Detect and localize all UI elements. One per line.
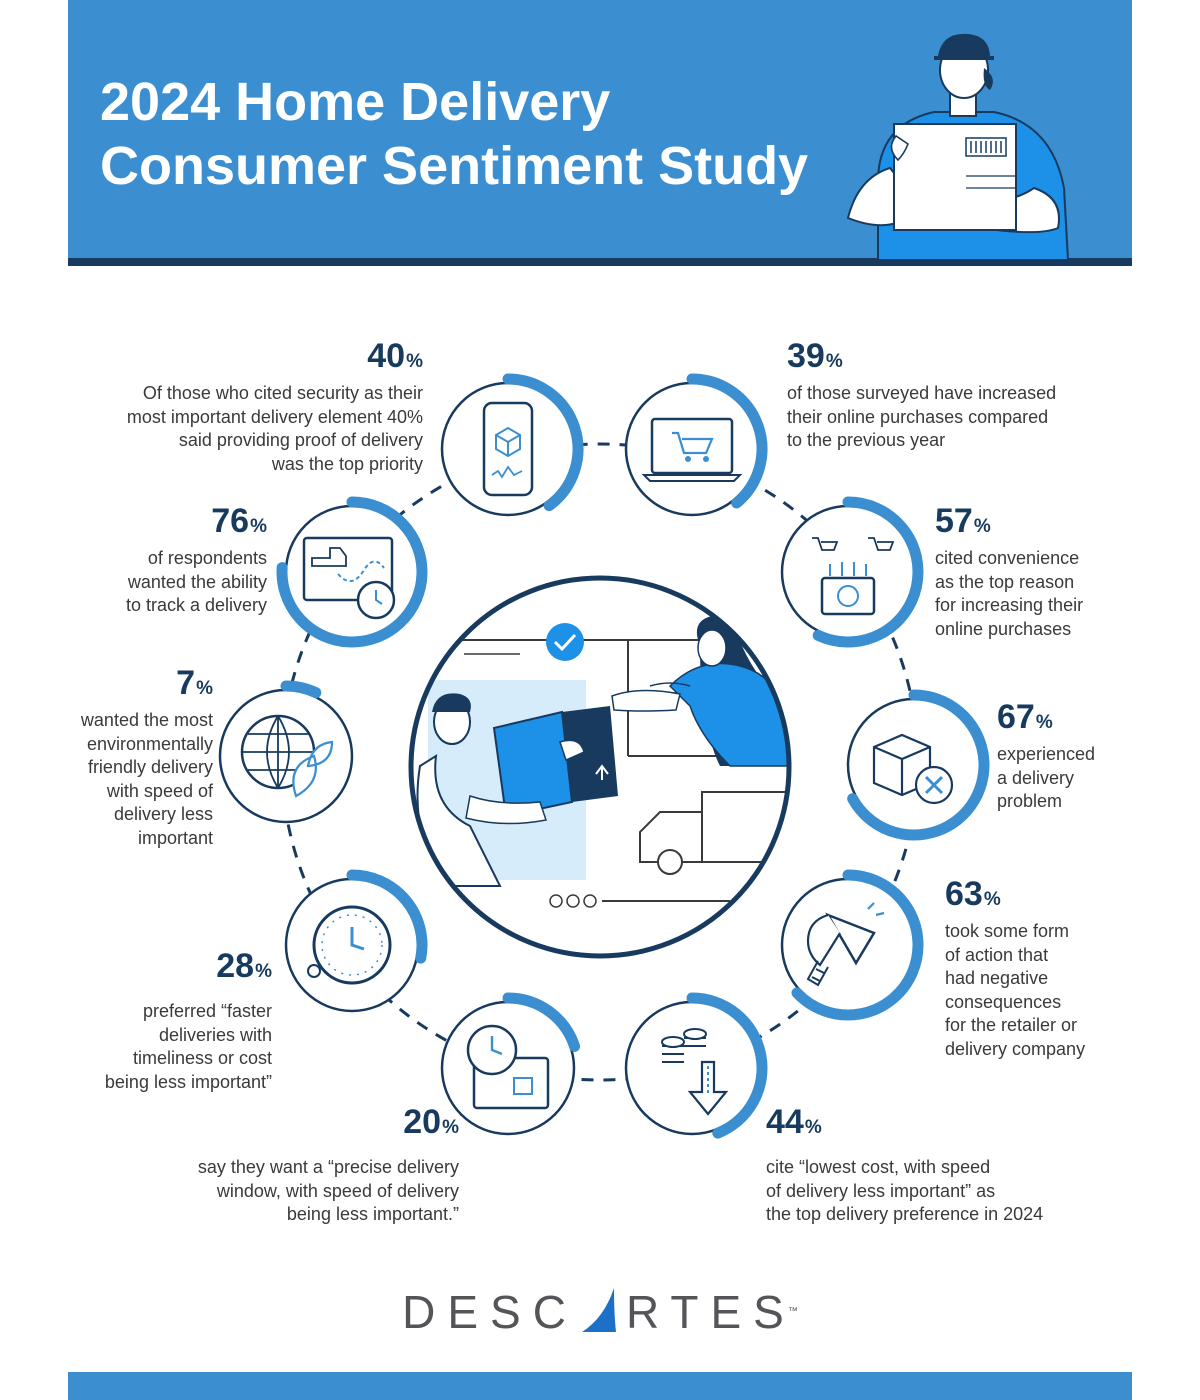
megaphone-icon xyxy=(806,902,885,987)
header-rule xyxy=(68,258,1132,266)
proof-icon-badge xyxy=(440,373,584,517)
carts-laptop-icon xyxy=(812,537,895,616)
stat-value: 63% xyxy=(945,875,1001,913)
logo-sail-icon xyxy=(581,1288,616,1332)
stat-value: 67% xyxy=(997,698,1053,736)
stat-description: cite “lowest cost, with speed of delivery… xyxy=(766,1157,1044,1224)
title-line-2: Consumer Sentiment Study xyxy=(100,136,809,196)
stat-description: say they want a “precise delivery window,… xyxy=(197,1157,459,1224)
footer-bar xyxy=(68,1372,1132,1400)
stat-value: 57% xyxy=(935,502,991,540)
problem-icon-badge xyxy=(846,689,990,841)
convenience-icon-badge xyxy=(780,496,924,648)
box-x-icon xyxy=(872,733,954,805)
stat-window: 20% say they want a “precise delivery win… xyxy=(139,1104,459,1227)
stat-proof: 40% Of those who cited security as their… xyxy=(93,338,423,476)
stat-value: 39% xyxy=(787,337,843,375)
progress-arc xyxy=(502,373,584,512)
progress-arc xyxy=(686,373,768,509)
progress-arc xyxy=(812,496,924,648)
clock-icon xyxy=(307,905,392,985)
cost-icon-badge xyxy=(624,992,768,1139)
stat-description: experienced a delivery problem xyxy=(997,744,1096,811)
page-title: 2024 Home Delivery Consumer Sentiment St… xyxy=(100,70,808,198)
stat-convenience: 57% cited convenience as the top reason fo… xyxy=(935,503,1135,641)
logo-trademark: ™ xyxy=(787,1306,798,1317)
logo-text-left: DESC xyxy=(402,1286,578,1338)
progress-arc xyxy=(280,680,322,699)
stat-description: wanted the most environmentally friendly d… xyxy=(80,710,213,848)
stat-problem: 67% experienced a delivery problem xyxy=(997,699,1157,814)
stat-tracking: 76% of respondents wanted the ability to t… xyxy=(67,503,267,618)
stat-value: 20% xyxy=(403,1103,459,1141)
clock-window-icon xyxy=(466,1024,550,1110)
center-illustration xyxy=(408,575,792,959)
logo-text-right: RTES xyxy=(625,1286,796,1338)
window-icon-badge xyxy=(440,992,581,1136)
stats-diagram xyxy=(218,373,990,1139)
stat-description: of respondents wanted the ability to track… xyxy=(125,548,267,615)
action-icon-badge xyxy=(780,869,924,1021)
courier-illustration xyxy=(846,33,1070,260)
laptop-cart-icon xyxy=(641,417,743,482)
smartphone-package-icon xyxy=(482,401,534,497)
stat-description: cited convenience as the top reason for in… xyxy=(935,548,1084,639)
stat-description: took some form of action that had negative… xyxy=(945,921,1086,1059)
tracking-icon-badge xyxy=(276,496,428,648)
stat-online: 39% of those surveyed have increased thei… xyxy=(787,338,1087,453)
progress-arc xyxy=(346,869,428,964)
coins-down-icon xyxy=(661,1028,729,1116)
descartes-logo: DESC RTES™ xyxy=(0,1284,1200,1340)
stat-cost: 44% cite “lowest cost, with speed of deli… xyxy=(766,1104,1096,1227)
check-badge-icon xyxy=(546,623,584,661)
eco-icon-badge xyxy=(218,680,354,824)
stat-description: Of those who cited security as their most… xyxy=(126,383,423,474)
faster-icon-badge xyxy=(284,869,428,1013)
progress-arc xyxy=(686,992,768,1139)
stat-value: 7% xyxy=(176,664,213,702)
stat-value: 76% xyxy=(211,502,267,540)
stat-faster: 28% preferred “faster deliveries with time… xyxy=(52,948,272,1094)
progress-arc xyxy=(791,869,924,1021)
stat-value: 44% xyxy=(766,1103,822,1141)
stat-value: 40% xyxy=(367,337,423,375)
online-icon-badge xyxy=(624,373,768,517)
stat-eco: 7% wanted the most environmentally friendl… xyxy=(33,665,213,850)
truck-tracking-icon xyxy=(302,536,396,620)
stat-action: 63% took some form of action that had nega… xyxy=(945,876,1145,1061)
stat-description: of those surveyed have increased their on… xyxy=(787,383,1057,450)
stat-value: 28% xyxy=(216,947,272,985)
title-line-1: 2024 Home Delivery xyxy=(100,72,611,132)
globe-leaf-icon xyxy=(240,714,334,798)
progress-arc xyxy=(847,689,990,841)
progress-arc xyxy=(502,992,581,1052)
progress-arc xyxy=(276,496,428,648)
stat-description: preferred “faster deliveries with timeline… xyxy=(104,1001,272,1092)
